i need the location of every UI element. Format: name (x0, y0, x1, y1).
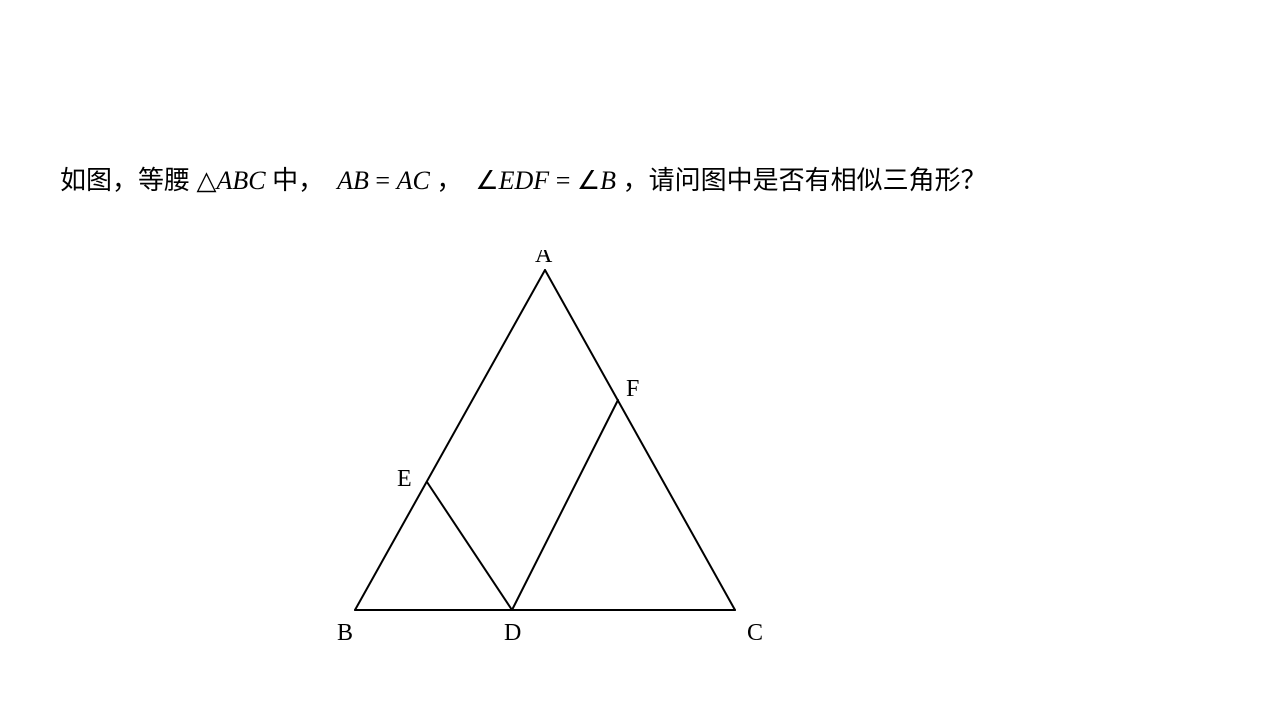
angle2: B (600, 166, 616, 195)
equals-1: = (375, 166, 396, 195)
edge-AB (355, 270, 545, 610)
eq1-lhs: AB (337, 166, 369, 195)
text-prefix: 如图，等腰 (60, 166, 190, 195)
edge-ED (427, 482, 512, 610)
vertex-label-A: A (535, 250, 553, 268)
labels-group: A B C D E F (337, 250, 763, 646)
vertex-label-B: B (337, 620, 353, 646)
vertex-label-D: D (504, 620, 521, 646)
diagram-svg: A B C D E F (280, 250, 800, 670)
text-suffix: ，请问图中是否有相似三角形？ (623, 166, 987, 195)
page-container: 如图，等腰 △ABC 中， AB = AC ， ∠EDF = ∠B ，请问图中是… (0, 0, 1280, 720)
edge-AC (545, 270, 735, 610)
sep1: ， (436, 166, 462, 195)
equals-2: = (556, 166, 577, 195)
geometry-diagram: A B C D E F (280, 250, 800, 670)
vertex-label-E: E (397, 466, 412, 492)
edges-group (355, 270, 735, 610)
problem-statement: 如图，等腰 △ABC 中， AB = AC ， ∠EDF = ∠B ，请问图中是… (60, 160, 1220, 202)
vertex-label-C: C (747, 620, 763, 646)
vertex-label-F: F (626, 376, 639, 402)
angle-symbol-1: ∠ (475, 166, 498, 195)
triangle-symbol: △ (197, 166, 217, 195)
edge-DF (512, 400, 618, 610)
angle1: EDF (499, 166, 550, 195)
text-mid1: 中， (272, 166, 324, 195)
triangle-name: ABC (217, 166, 266, 195)
angle-symbol-2: ∠ (577, 166, 600, 195)
eq1-rhs: AC (397, 166, 430, 195)
